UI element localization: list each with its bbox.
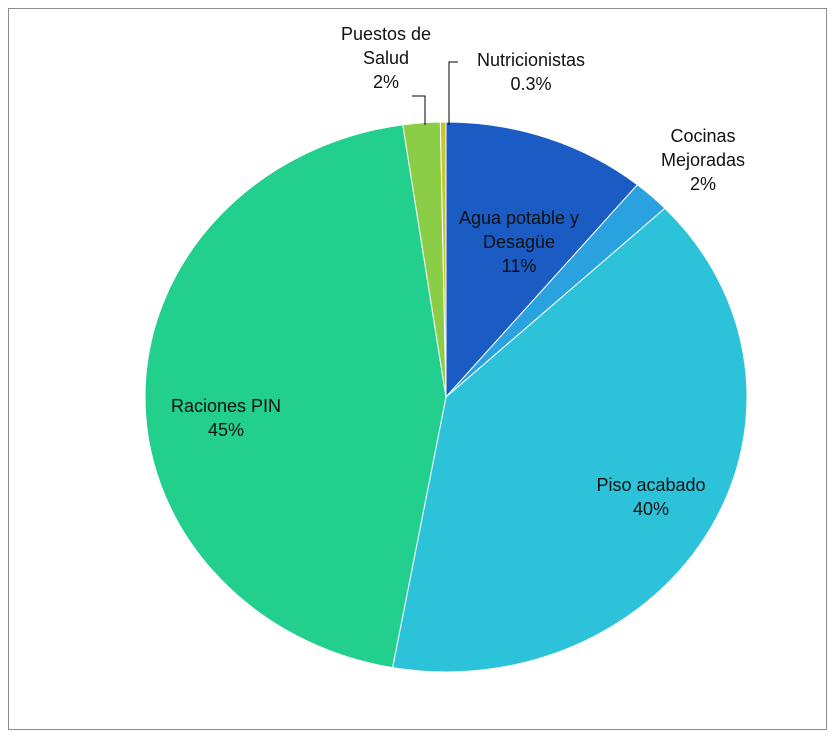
value-label: 45%	[207, 420, 245, 440]
pie-slice	[439, 121, 447, 398]
category-label: Raciones PIN	[170, 396, 282, 416]
leader-line	[412, 95, 426, 125]
value-label: 2%	[689, 174, 716, 194]
category-label: Nutricionistas	[476, 50, 586, 70]
slice-label: Raciones PIN 45%	[151, 394, 301, 442]
value-label: 0.3%	[510, 74, 552, 94]
pie-slice	[391, 207, 748, 673]
slice-label: Piso acabado 40%	[571, 473, 731, 521]
value-label: 40%	[632, 499, 670, 519]
category-label: Agua potable y Desagüe	[458, 208, 580, 252]
pie-slice	[445, 121, 639, 399]
slice-label: Nutricionistas 0.3%	[451, 48, 611, 96]
category-label: Puestos de Salud	[340, 24, 432, 68]
slice-label: Puestos de Salud 2%	[336, 22, 436, 94]
value-label: 2%	[372, 72, 399, 92]
pie-slice	[144, 124, 447, 669]
leader-line	[448, 61, 458, 125]
pie	[144, 121, 748, 673]
slice-label: Agua potable y Desagüe 11%	[444, 206, 594, 278]
slice-label: Cocinas Mejoradas 2%	[638, 124, 768, 196]
value-label: 11%	[501, 256, 537, 276]
category-label: Cocinas Mejoradas	[660, 126, 746, 170]
category-label: Piso acabado	[596, 475, 706, 495]
